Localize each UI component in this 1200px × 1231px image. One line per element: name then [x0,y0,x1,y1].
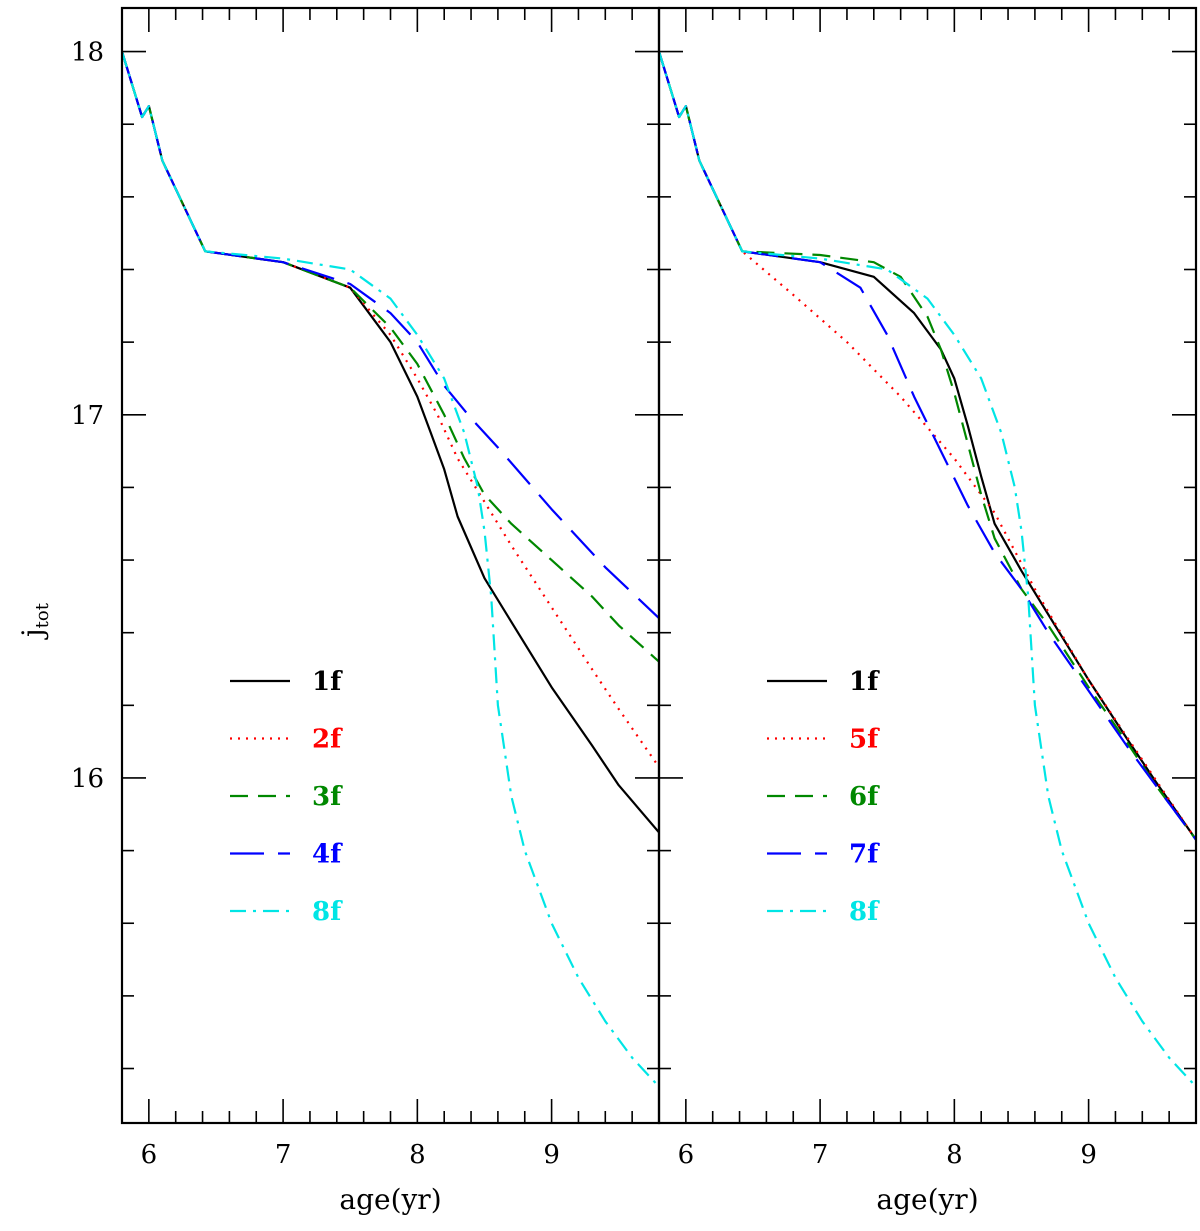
right-x-tick-label: 8 [946,1140,963,1170]
left-y-tick-label: 17 [71,401,104,431]
right-series-7f-line [659,51,1196,841]
right-x-tick-label: 7 [812,1140,829,1170]
left-legend-label-2f: 2f [312,725,343,755]
right-plot-frame [657,6,1198,1125]
left-x-axis-label: age(yr) [339,1183,441,1216]
left-x-tick-label: 7 [275,1140,292,1170]
left-y-tick-label: 16 [71,764,104,794]
y-axis-label-main: j [16,628,49,640]
left-plot-frame [120,6,661,1125]
left-series-4f-line [122,51,659,619]
right-panel: 6 7 8 9 age(yr) 1f 5f 6f 7f 8f [657,6,1198,1216]
left-series-2f-line [122,51,659,768]
right-x-tick-label: 6 [678,1140,695,1170]
left-legend-label-8f: 8f [312,897,343,927]
right-legend-label-6f: 6f [849,782,880,812]
right-x-axis-label: age(yr) [876,1183,978,1216]
left-x-tick-label: 8 [409,1140,426,1170]
left-x-tick-label: 9 [543,1140,560,1170]
right-x-tick-label: 9 [1080,1140,1097,1170]
left-y-tick-label: 18 [71,38,104,68]
right-series-8f-line [659,51,1196,1088]
right-series-1f-line [659,51,1196,841]
right-legend-label-5f: 5f [849,725,880,755]
right-legend-label-7f: 7f [849,840,880,870]
left-series-3f-line [122,51,659,663]
left-panel: 6 7 8 9 16 17 18 age(yr) 1f 2f 3f 4f 8f [71,6,661,1216]
right-legend-label-8f: 8f [849,897,880,927]
left-series-1f-line [122,51,659,834]
left-legend-label-1f: 1f [312,667,343,697]
right-series-5f-line [659,51,1196,841]
y-axis-label: jtot [16,602,53,640]
left-legend-label-3f: 3f [312,782,343,812]
left-x-tick-label: 6 [141,1140,158,1170]
y-axis-label-sub: tot [32,602,53,628]
left-series-8f-line [122,51,659,1088]
right-legend-label-1f: 1f [849,667,880,697]
left-legend-label-4f: 4f [312,840,343,870]
